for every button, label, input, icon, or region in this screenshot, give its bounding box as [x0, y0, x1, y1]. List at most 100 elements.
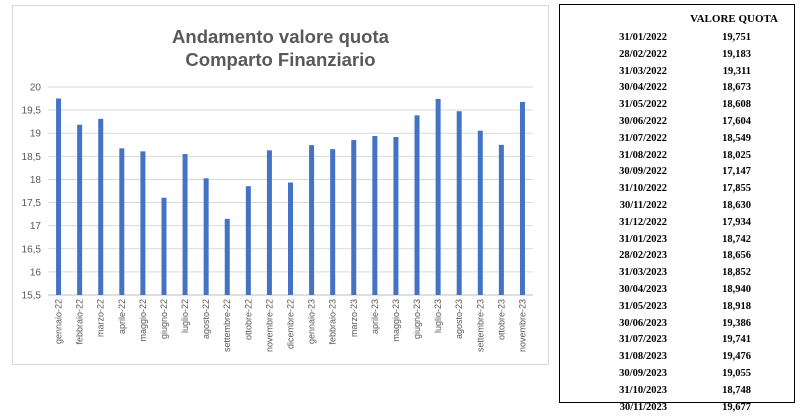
bar-agosto-22 — [203, 178, 209, 295]
bar-ottobre-23 — [498, 144, 504, 295]
x-tick-label: maggio-22 — [138, 299, 148, 342]
table-row: 31/08/2022 18,025 — [560, 148, 794, 165]
row-date: 31/08/2023 — [619, 351, 667, 363]
row-date: 30/11/2022 — [619, 200, 667, 211]
bar-febbraio-23 — [330, 149, 336, 295]
table-row: 30/09/2023 19,055 — [560, 366, 794, 383]
row-date: 31/05/2022 — [619, 99, 667, 111]
bar-marzo-23 — [351, 140, 357, 295]
bar-gennaio-22 — [56, 98, 62, 295]
bar-luglio-23 — [435, 98, 441, 295]
y-tick-label: 20 — [30, 83, 42, 94]
x-tick-label: luglio-23 — [433, 299, 443, 333]
x-tick-label: gennaio-23 — [307, 299, 317, 344]
table-row: 30/04/2022 18,673 — [560, 80, 794, 97]
row-value: 17,934 — [722, 216, 751, 228]
row-value: 18,608 — [722, 99, 751, 111]
bar-luglio-22 — [182, 154, 188, 295]
row-value: 19,055 — [722, 368, 751, 379]
table-row: 31/10/2022 17,855 — [560, 181, 794, 198]
row-value: 17,604 — [722, 116, 751, 127]
bar-settembre-23 — [477, 130, 483, 295]
x-tick-label: agosto-22 — [201, 299, 211, 339]
x-tick-label: marzo-23 — [349, 299, 359, 337]
row-date: 30/11/2023 — [619, 401, 667, 413]
y-tick-label: 16 — [30, 267, 42, 278]
bar-giugno-23 — [414, 115, 420, 295]
table-row: 28/02/2023 18,656 — [560, 248, 794, 265]
x-tick-label: aprile-23 — [370, 299, 380, 334]
table-row: 31/03/2023 18,852 — [560, 265, 794, 282]
row-date: 28/02/2022 — [619, 48, 667, 60]
row-date: 31/03/2023 — [619, 267, 667, 279]
table-row: 31/07/2022 18,549 — [560, 131, 794, 148]
table-row: 31/08/2023 19,476 — [560, 349, 794, 366]
row-value: 17,855 — [722, 183, 751, 195]
x-tick-label: luglio-22 — [180, 299, 190, 333]
y-tick-label: 15,5 — [22, 291, 42, 302]
row-date: 30/06/2022 — [619, 116, 667, 127]
chart-title: Andamento valore quota Comparto Finanzia… — [13, 25, 548, 71]
bar-aprile-22 — [119, 148, 125, 295]
row-date: 31/01/2022 — [619, 32, 667, 43]
y-tick-label: 19,5 — [22, 106, 42, 117]
bar-settembre-22 — [224, 218, 230, 295]
row-date: 30/09/2022 — [619, 166, 667, 178]
row-value: 18,940 — [722, 284, 751, 295]
row-value: 19,476 — [722, 351, 751, 363]
x-tick-label: novembre-22 — [264, 299, 274, 352]
bar-maggio-22 — [140, 151, 146, 295]
y-axis-ticks: 15,5 16 16,5 17 17,5 18 18,5 19 19,5 20 — [22, 83, 42, 302]
y-tick-label: 16,5 — [22, 244, 42, 255]
y-tick-label: 18 — [30, 175, 42, 186]
bar-giugno-22 — [161, 197, 167, 295]
table-row: 28/02/2022 19,183 — [560, 47, 794, 64]
bar-aprile-23 — [372, 135, 378, 295]
row-date: 31/07/2022 — [619, 132, 667, 144]
gridlines — [48, 86, 533, 296]
table-row: 30/06/2022 17,604 — [560, 114, 794, 131]
x-tick-label: gennaio-22 — [54, 299, 64, 344]
x-tick-label: dicembre-22 — [286, 299, 296, 349]
row-value: 18,748 — [722, 384, 751, 396]
bars — [56, 98, 525, 296]
row-date: 30/04/2023 — [619, 284, 667, 295]
row-value: 18,918 — [722, 300, 751, 312]
bar-dicembre-22 — [288, 182, 293, 295]
row-date: 30/04/2022 — [619, 82, 667, 94]
row-date: 30/09/2023 — [619, 368, 667, 379]
y-tick-label: 18,5 — [22, 152, 42, 163]
y-tick-label: 17 — [30, 221, 42, 232]
table-row: 30/09/2022 17,147 — [560, 164, 794, 181]
row-value: 18,673 — [722, 82, 751, 94]
row-value: 19,677 — [722, 401, 751, 413]
x-tick-label: aprile-22 — [117, 299, 127, 334]
row-date: 31/05/2023 — [619, 300, 667, 312]
table-row: 31/01/2022 19,751 — [560, 30, 794, 47]
row-value: 18,852 — [722, 267, 751, 279]
y-tick-label: 19 — [30, 129, 42, 140]
chart-panel: Andamento valore quota Comparto Finanzia… — [12, 5, 549, 365]
row-value: 19,183 — [722, 48, 751, 60]
x-tick-label: settembre-22 — [222, 299, 232, 352]
row-value: 19,386 — [722, 317, 751, 329]
table-row: 31/03/2022 19,311 — [560, 64, 794, 81]
row-value: 18,630 — [722, 200, 751, 211]
table-row: 30/11/2022 18,630 — [560, 198, 794, 215]
row-value: 18,025 — [722, 149, 751, 161]
row-value: 18,549 — [722, 132, 751, 144]
chart-title-line-2: Comparto Finanziario — [185, 49, 376, 70]
table-row: 31/05/2023 18,918 — [560, 299, 794, 316]
table-row: 31/12/2022 17,934 — [560, 215, 794, 232]
x-tick-label: ottobre-23 — [496, 299, 506, 340]
row-value: 18,742 — [722, 233, 751, 245]
row-date: 31/12/2022 — [619, 216, 667, 228]
row-date: 28/02/2023 — [619, 250, 667, 262]
x-tick-label: giugno-22 — [159, 299, 169, 339]
row-value: 19,741 — [722, 334, 751, 346]
bar-maggio-23 — [393, 137, 399, 295]
row-date: 31/07/2023 — [619, 334, 667, 346]
x-tick-label: giugno-23 — [412, 299, 422, 339]
x-tick-label: marzo-22 — [96, 299, 106, 337]
x-tick-label: febbraio-22 — [75, 299, 85, 345]
